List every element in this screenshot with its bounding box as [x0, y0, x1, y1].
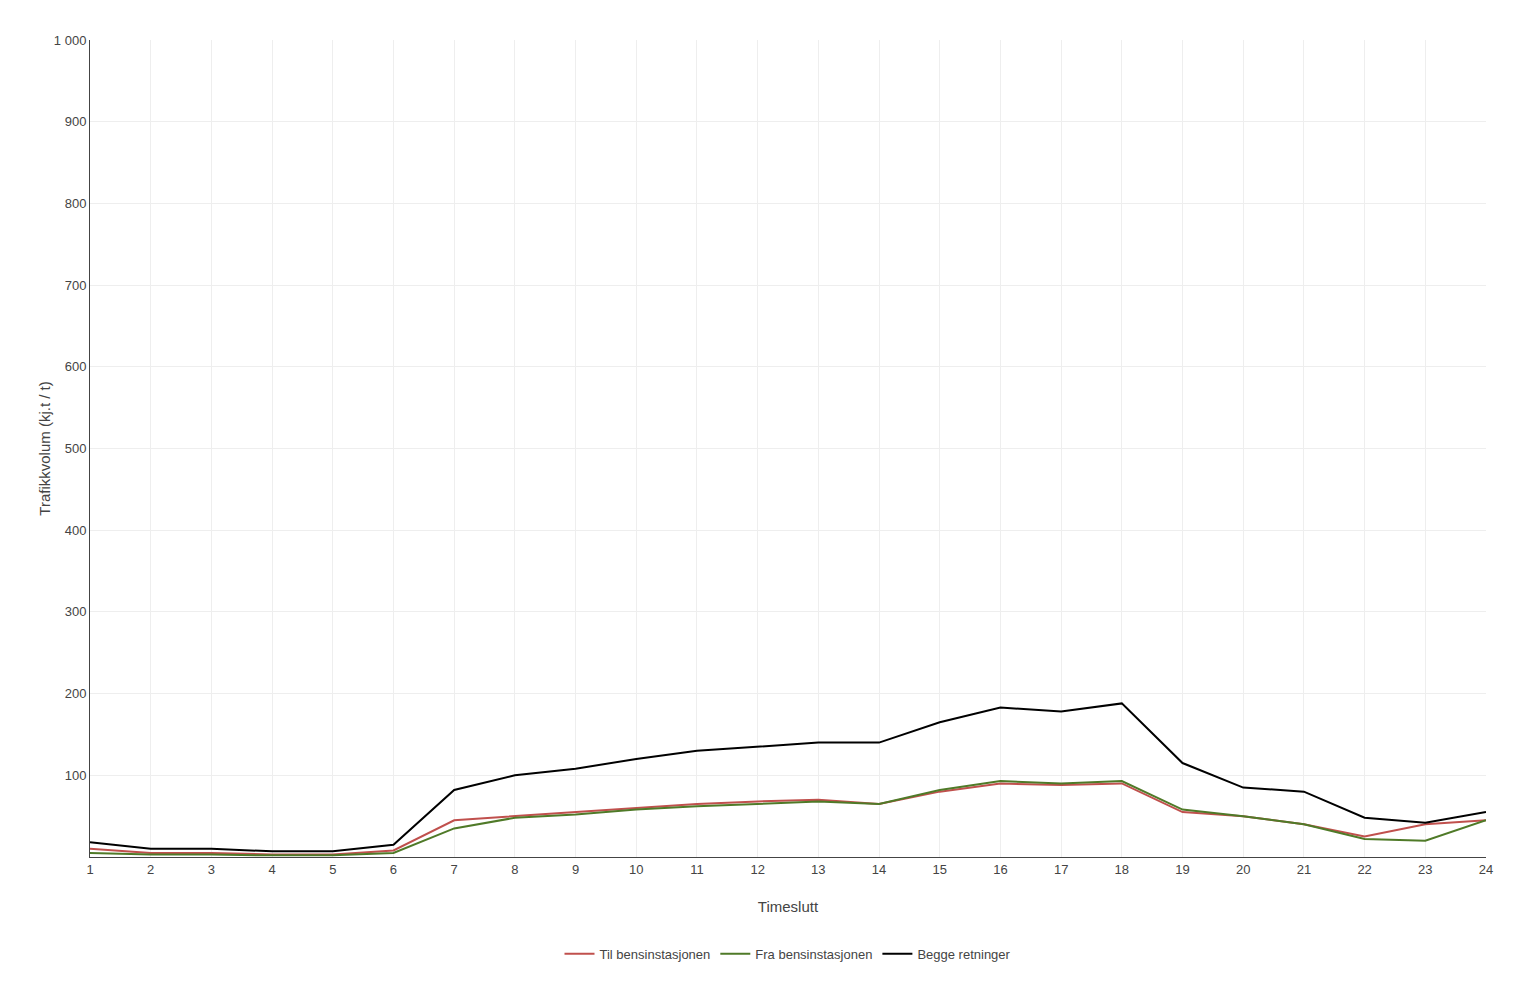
svg-text:Timeslutt: Timeslutt	[758, 898, 819, 915]
svg-text:23: 23	[1418, 862, 1432, 877]
svg-text:8: 8	[511, 862, 518, 877]
svg-text:600: 600	[65, 359, 87, 374]
svg-text:19: 19	[1175, 862, 1189, 877]
svg-text:20: 20	[1236, 862, 1250, 877]
svg-text:300: 300	[65, 604, 87, 619]
svg-text:800: 800	[65, 196, 87, 211]
svg-text:10: 10	[629, 862, 643, 877]
svg-text:18: 18	[1115, 862, 1129, 877]
svg-text:13: 13	[811, 862, 825, 877]
svg-text:21: 21	[1297, 862, 1311, 877]
svg-text:12: 12	[750, 862, 764, 877]
svg-text:Begge retninger: Begge retninger	[917, 947, 1010, 962]
svg-text:24: 24	[1479, 862, 1493, 877]
svg-text:17: 17	[1054, 862, 1068, 877]
svg-text:Trafikkvolum (kj.t / t): Trafikkvolum (kj.t / t)	[36, 381, 53, 515]
svg-text:5: 5	[329, 862, 336, 877]
svg-text:2: 2	[147, 862, 154, 877]
svg-text:4: 4	[268, 862, 275, 877]
svg-text:100: 100	[65, 768, 87, 783]
svg-text:22: 22	[1357, 862, 1371, 877]
svg-text:16: 16	[993, 862, 1007, 877]
svg-text:15: 15	[933, 862, 947, 877]
svg-text:11: 11	[690, 862, 704, 877]
svg-text:14: 14	[872, 862, 886, 877]
svg-text:500: 500	[65, 441, 87, 456]
svg-text:9: 9	[572, 862, 579, 877]
svg-text:900: 900	[65, 114, 87, 129]
svg-text:7: 7	[451, 862, 458, 877]
svg-text:Fra bensinstasjonen: Fra bensinstasjonen	[755, 947, 872, 962]
svg-text:1: 1	[86, 862, 93, 877]
svg-text:6: 6	[390, 862, 397, 877]
svg-text:400: 400	[65, 523, 87, 538]
svg-text:1 000: 1 000	[54, 33, 87, 48]
svg-text:3: 3	[208, 862, 215, 877]
svg-text:200: 200	[65, 686, 87, 701]
svg-text:Til bensinstasjonen: Til bensinstasjonen	[600, 947, 711, 962]
svg-text:700: 700	[65, 278, 87, 293]
